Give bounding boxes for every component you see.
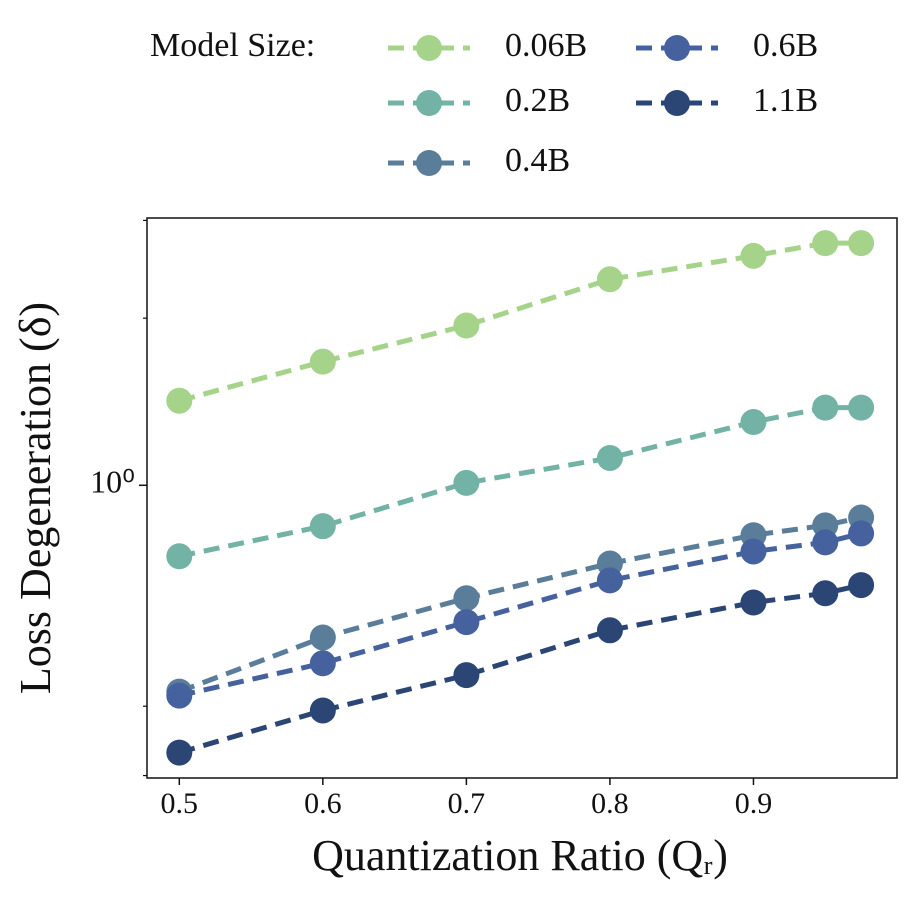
legend-marker — [664, 35, 690, 61]
data-point — [596, 617, 623, 644]
data-point — [848, 520, 875, 547]
data-point — [812, 529, 839, 556]
data-point — [453, 585, 480, 612]
data-point — [453, 662, 480, 689]
data-point — [309, 624, 336, 651]
legend-label: 0.6B — [753, 27, 818, 64]
data-point — [596, 266, 623, 293]
data-point — [309, 348, 336, 375]
data-point — [166, 682, 193, 709]
x-tick-label: 0.9 — [735, 787, 773, 820]
data-point — [848, 230, 875, 257]
data-point — [740, 538, 767, 565]
data-point — [740, 409, 767, 436]
x-axis-label: Quantization Ratio (Qᵣ) — [312, 831, 728, 880]
data-point — [812, 580, 839, 607]
data-point — [812, 394, 839, 421]
data-point — [166, 387, 193, 414]
x-tick-label: 0.7 — [448, 787, 486, 820]
legend-label: 0.4B — [505, 142, 570, 179]
legend-label: 0.2B — [505, 82, 570, 119]
x-tick-label: 0.6 — [304, 787, 342, 820]
data-point — [309, 650, 336, 677]
data-point — [309, 513, 336, 540]
data-point — [740, 242, 767, 269]
data-point — [848, 572, 875, 599]
y-axis-label: Loss Degeneration (δ) — [11, 302, 60, 694]
data-point — [166, 543, 193, 570]
legend-label: 0.06B — [505, 27, 587, 64]
data-point — [596, 567, 623, 594]
legend-marker — [416, 150, 442, 176]
data-point — [453, 312, 480, 339]
data-point — [596, 444, 623, 471]
legend-title: Model Size: — [150, 27, 315, 64]
y-tick-label: 10⁰ — [90, 464, 135, 500]
data-point — [848, 394, 875, 421]
legend-marker — [416, 35, 442, 61]
data-point — [740, 589, 767, 616]
data-point — [453, 609, 480, 636]
x-tick-label: 0.5 — [161, 787, 199, 820]
legend-marker — [664, 90, 690, 116]
data-point — [812, 230, 839, 257]
legend-marker — [416, 90, 442, 116]
data-point — [453, 469, 480, 496]
data-point — [309, 697, 336, 724]
data-point — [166, 739, 193, 766]
x-tick-label: 0.8 — [591, 787, 629, 820]
plot-frame — [146, 217, 898, 779]
legend-label: 1.1B — [753, 82, 818, 119]
